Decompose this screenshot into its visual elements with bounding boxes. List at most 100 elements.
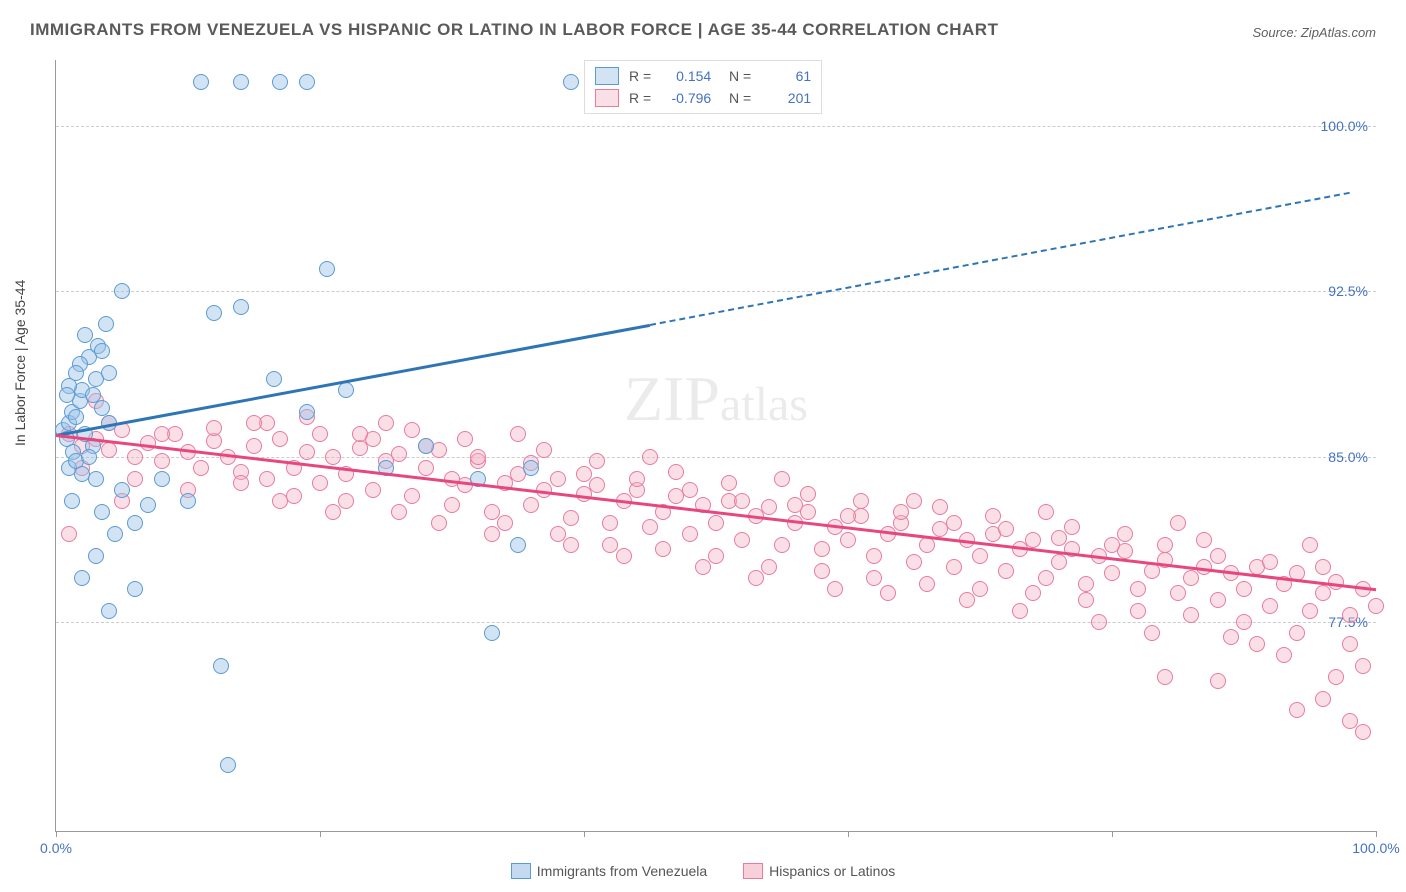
source-citation: Source: ZipAtlas.com bbox=[1252, 25, 1376, 40]
data-point bbox=[1025, 532, 1041, 548]
data-point bbox=[1355, 724, 1371, 740]
data-point bbox=[708, 548, 724, 564]
data-point bbox=[814, 541, 830, 557]
data-point bbox=[550, 471, 566, 487]
data-point bbox=[272, 74, 288, 90]
data-point bbox=[404, 488, 420, 504]
data-point bbox=[589, 453, 605, 469]
data-point bbox=[206, 420, 222, 436]
data-point bbox=[68, 365, 84, 381]
grid-line bbox=[56, 622, 1376, 623]
data-point bbox=[998, 563, 1014, 579]
data-point bbox=[1262, 598, 1278, 614]
data-point bbox=[1025, 585, 1041, 601]
data-point bbox=[88, 548, 104, 564]
data-point bbox=[127, 515, 143, 531]
data-point bbox=[1355, 658, 1371, 674]
data-point bbox=[94, 343, 110, 359]
chart-title: IMMIGRANTS FROM VENEZUELA VS HISPANIC OR… bbox=[30, 20, 998, 40]
data-point bbox=[972, 548, 988, 564]
data-point bbox=[563, 537, 579, 553]
legend-n-value: 201 bbox=[761, 90, 811, 106]
data-point bbox=[536, 442, 552, 458]
data-point bbox=[299, 404, 315, 420]
data-point bbox=[213, 658, 229, 674]
data-point bbox=[272, 431, 288, 447]
data-point bbox=[1078, 576, 1094, 592]
data-point bbox=[1315, 559, 1331, 575]
data-point bbox=[589, 477, 605, 493]
data-point bbox=[246, 438, 262, 454]
data-point bbox=[1289, 625, 1305, 641]
x-tick bbox=[1376, 831, 1377, 837]
data-point bbox=[85, 387, 101, 403]
legend-swatch bbox=[743, 863, 763, 879]
data-point bbox=[1144, 625, 1160, 641]
data-point bbox=[906, 554, 922, 570]
data-point bbox=[101, 442, 117, 458]
data-point bbox=[365, 482, 381, 498]
data-point bbox=[1342, 636, 1358, 652]
data-point bbox=[457, 431, 473, 447]
data-point bbox=[1104, 565, 1120, 581]
data-point bbox=[1038, 570, 1054, 586]
data-point bbox=[1276, 647, 1292, 663]
data-point bbox=[1170, 515, 1186, 531]
data-point bbox=[391, 504, 407, 520]
legend-n-value: 61 bbox=[761, 68, 811, 84]
data-point bbox=[68, 409, 84, 425]
data-point bbox=[1078, 592, 1094, 608]
data-point bbox=[761, 499, 777, 515]
data-point bbox=[972, 581, 988, 597]
x-tick bbox=[1112, 831, 1113, 837]
data-point bbox=[840, 508, 856, 524]
watermark: ZIPatlas bbox=[624, 362, 808, 436]
data-point bbox=[1051, 530, 1067, 546]
data-point bbox=[866, 570, 882, 586]
data-point bbox=[629, 471, 645, 487]
data-point bbox=[1328, 669, 1344, 685]
data-point bbox=[655, 541, 671, 557]
data-point bbox=[114, 482, 130, 498]
data-point bbox=[1210, 548, 1226, 564]
data-point bbox=[338, 382, 354, 398]
data-point bbox=[866, 548, 882, 564]
data-point bbox=[1170, 585, 1186, 601]
data-point bbox=[61, 526, 77, 542]
data-point bbox=[154, 453, 170, 469]
data-point bbox=[64, 493, 80, 509]
data-point bbox=[299, 74, 315, 90]
data-point bbox=[1130, 581, 1146, 597]
data-point bbox=[233, 74, 249, 90]
data-point bbox=[418, 438, 434, 454]
data-point bbox=[761, 559, 777, 575]
data-point bbox=[1236, 581, 1252, 597]
data-point bbox=[510, 537, 526, 553]
series-legend: Immigrants from VenezuelaHispanics or La… bbox=[0, 863, 1406, 882]
data-point bbox=[919, 576, 935, 592]
data-point bbox=[444, 497, 460, 513]
data-point bbox=[391, 446, 407, 462]
data-point bbox=[510, 426, 526, 442]
data-point bbox=[484, 526, 500, 542]
data-point bbox=[94, 400, 110, 416]
data-point bbox=[774, 471, 790, 487]
y-axis-label: In Labor Force | Age 35-44 bbox=[12, 280, 28, 446]
data-point bbox=[1157, 537, 1173, 553]
data-point bbox=[127, 449, 143, 465]
data-point bbox=[880, 585, 896, 601]
data-point bbox=[682, 482, 698, 498]
data-point bbox=[1104, 537, 1120, 553]
data-point bbox=[642, 519, 658, 535]
data-point bbox=[220, 757, 236, 773]
data-point bbox=[404, 422, 420, 438]
x-tick bbox=[584, 831, 585, 837]
data-point bbox=[1315, 691, 1331, 707]
series-legend-item: Hispanics or Latinos bbox=[743, 863, 895, 879]
x-tick-label: 100.0% bbox=[1352, 840, 1399, 856]
data-point bbox=[840, 532, 856, 548]
data-point bbox=[734, 532, 750, 548]
data-point bbox=[470, 449, 486, 465]
data-point bbox=[616, 548, 632, 564]
data-point bbox=[88, 471, 104, 487]
